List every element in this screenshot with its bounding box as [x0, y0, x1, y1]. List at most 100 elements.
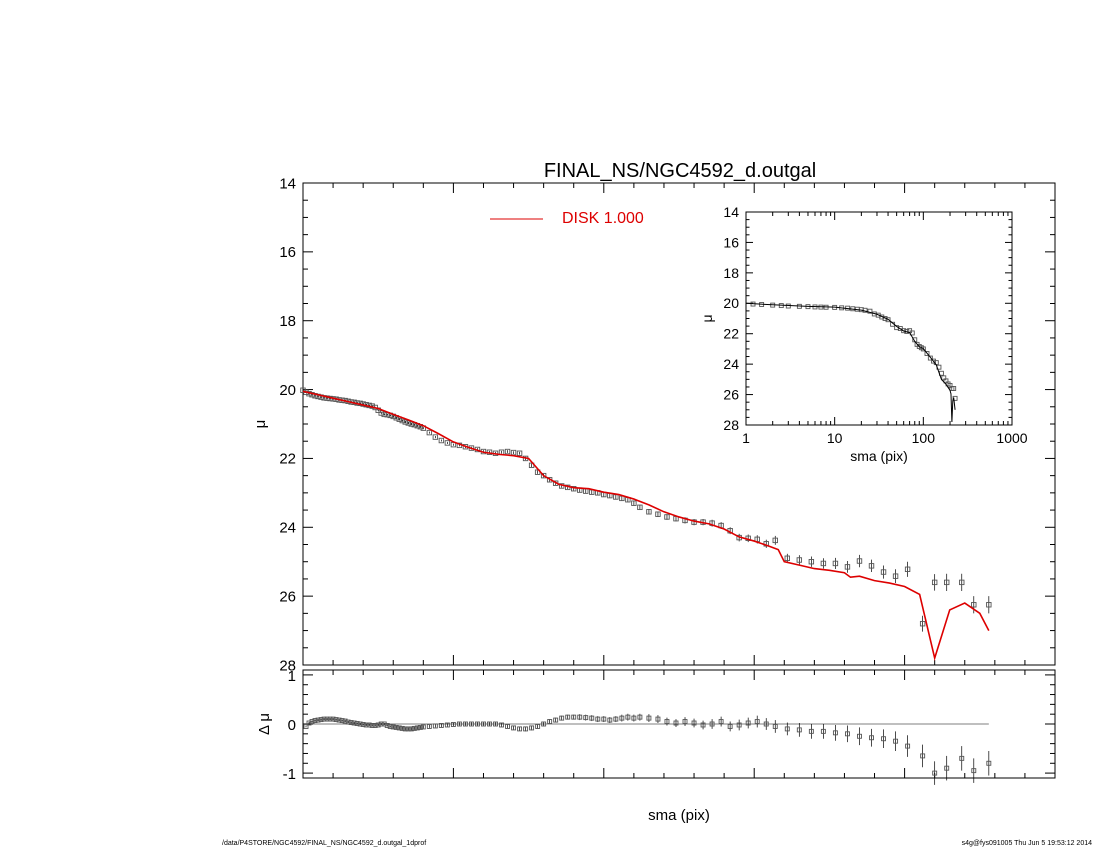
- residual-data-point: [462, 721, 468, 727]
- residual-data-point: [700, 722, 706, 728]
- residual-data-point: [893, 738, 899, 744]
- main-data-point: [919, 620, 926, 627]
- residual-data-point: [333, 717, 339, 723]
- inset-y-axis-label: μ: [699, 314, 715, 322]
- inset-data-point: [927, 355, 933, 361]
- main-data-point: [402, 419, 408, 425]
- residual-data-point: [736, 722, 742, 728]
- residual-data-point: [381, 721, 387, 727]
- main-frame: [302, 182, 1056, 666]
- residual-data-point: [363, 722, 369, 728]
- residual-data-point: [499, 722, 504, 728]
- residual-data-point: [414, 725, 420, 731]
- footer-timestamp: s4g@fys091005 Thu Jun 5 19:53:12 2014: [961, 840, 1092, 847]
- main-y-tick-label: 20: [279, 382, 296, 399]
- residual-data-point: [475, 721, 480, 727]
- main-data-point: [444, 440, 451, 446]
- inset-frame: [745, 211, 1013, 426]
- main-data-point: [438, 437, 445, 444]
- residual-data-point: [646, 715, 652, 721]
- residual-data-point: [583, 715, 589, 721]
- residual-data-point: [944, 765, 950, 771]
- residual-data-point: [450, 722, 456, 727]
- main-data-point: [959, 579, 965, 586]
- main-y-axis-label: μ: [252, 420, 269, 429]
- residual-data-point: [487, 721, 492, 727]
- residual-data-point: [932, 770, 938, 776]
- main-data-point: [892, 573, 899, 579]
- residual-y-tick-label: -1: [283, 766, 296, 783]
- inset-y-tick-label: 14: [723, 204, 739, 220]
- residual-data-point: [306, 720, 312, 726]
- inset-x-tick-label: 10: [827, 430, 843, 446]
- legend: DISK 1.000: [490, 210, 644, 227]
- residual-data-point: [369, 723, 375, 728]
- residual-data-point: [559, 715, 565, 721]
- residual-data-point: [330, 716, 336, 722]
- residual-data-point: [565, 714, 571, 720]
- residual-data-point: [405, 726, 411, 732]
- main-y-tick-label: 26: [279, 588, 296, 605]
- residual-data-point: [387, 724, 393, 729]
- main-data-point: [510, 449, 517, 456]
- residual-data-point: [682, 719, 688, 724]
- inset-model-line: [745, 302, 956, 422]
- residual-data-point: [309, 719, 315, 724]
- main-data-point: [904, 566, 911, 572]
- inset-panel: 1 10 100 1000 14 16 18 20 22 24 26 28 sma (pix) μ: [699, 204, 1028, 464]
- main-data-point: [631, 500, 637, 506]
- main-data-point: [931, 579, 938, 586]
- main-y-tick-label: 16: [279, 244, 296, 261]
- residual-data-point: [673, 720, 679, 726]
- residual-data-point: [523, 726, 529, 732]
- main-data-point: [540, 472, 547, 479]
- residual-data-point: [360, 722, 366, 727]
- main-data-point: [808, 559, 815, 565]
- inset-y-tick-label: 22: [723, 326, 739, 342]
- main-data-point: [664, 514, 670, 520]
- inset-x-tick-label: 1: [742, 430, 750, 446]
- residual-data-point: [432, 723, 438, 729]
- residual-y-tick-label: 0: [288, 717, 296, 734]
- residual-data-point: [411, 725, 417, 731]
- residual-data-point: [664, 719, 670, 724]
- residual-x-axis-label: sma (pix): [648, 807, 710, 824]
- inset-data-point: [867, 308, 873, 314]
- inset-data-point: [920, 346, 926, 352]
- residual-data-point: [832, 730, 838, 736]
- residual-data-point: [345, 719, 351, 725]
- residual-data-point: [481, 721, 486, 727]
- main-y-tick-label: 24: [279, 520, 296, 537]
- chart-title: FINAL_NS/NGC4592_d.outgal: [544, 160, 816, 182]
- residual-data-point: [857, 733, 862, 739]
- residual-data-point: [468, 721, 474, 727]
- footer-file-path: /data/P4STORE/NGC4592/FINAL_NS/NGC4592_d…: [222, 840, 427, 847]
- residual-data-point: [505, 724, 510, 729]
- inset-data-point: [930, 358, 936, 364]
- main-data-point: [378, 410, 384, 416]
- residual-data-point: [339, 718, 345, 724]
- residual-data-point: [577, 714, 583, 720]
- residual-data-point: [318, 717, 324, 723]
- residual-data-point: [399, 725, 405, 731]
- residual-data-point: [613, 716, 619, 722]
- residual-data-point: [444, 722, 450, 728]
- residual-data-point: [348, 720, 354, 725]
- residual-data-point: [772, 724, 778, 729]
- residual-data-point: [637, 714, 643, 720]
- residual-data-point: [595, 716, 601, 722]
- main-data-point: [784, 555, 790, 561]
- main-data-point: [504, 448, 511, 455]
- residual-y-tick-label: 1: [288, 668, 296, 685]
- main-data-point: [426, 429, 433, 436]
- main-data-point: [571, 486, 577, 492]
- residual-data-point: [366, 722, 372, 728]
- main-data-point: [381, 411, 387, 418]
- residual-data-point: [784, 726, 790, 732]
- residual-data-point: [438, 723, 444, 728]
- residual-data-point: [881, 736, 886, 742]
- main-data-point: [772, 537, 778, 544]
- inset-y-tick-label: 20: [723, 295, 739, 311]
